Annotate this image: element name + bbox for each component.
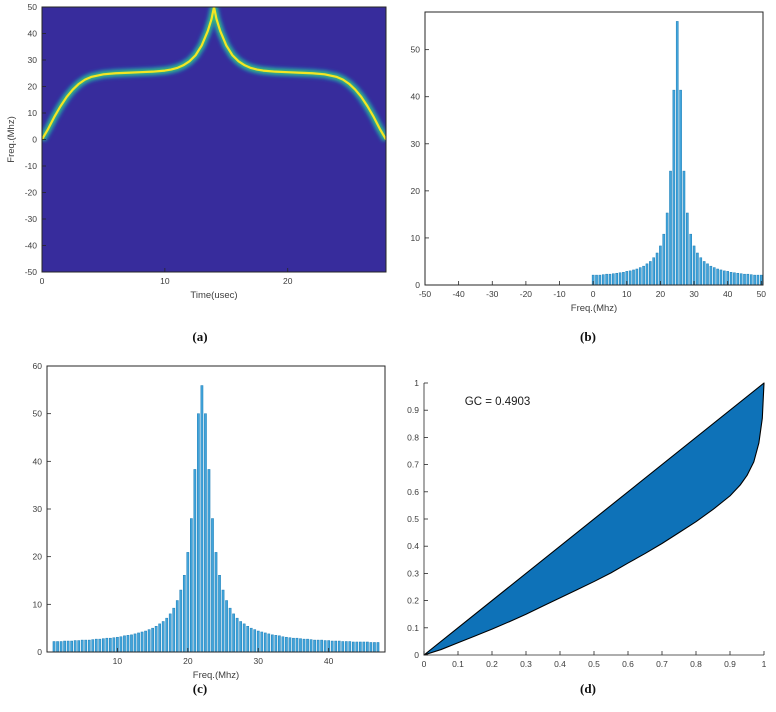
chart-b-spectrum: -50 -40 -30 -20 -10 0 10 20 30 40 50 0 10 20 30 40 50 Fre…	[411, 11, 767, 314]
svg-text:30: 30	[28, 55, 38, 65]
svg-text:30: 30	[33, 504, 43, 514]
svg-text:50: 50	[33, 409, 43, 419]
svg-text:-40: -40	[25, 241, 38, 251]
caption-d: (d)	[580, 681, 596, 696]
svg-text:0.4: 0.4	[407, 541, 419, 551]
svg-text:0: 0	[40, 276, 45, 286]
svg-text:1: 1	[414, 378, 419, 388]
x-axis-label-c: Freq.(Mhz)	[193, 670, 239, 681]
svg-text:0: 0	[422, 659, 427, 669]
chart-c-spectrum: 10 20 30 40 0 10 20 30 40 50 60 Freq.(Mhz)	[33, 361, 386, 681]
svg-text:20: 20	[33, 552, 43, 562]
svg-text:10: 10	[28, 108, 38, 118]
chart-a-spectrogram: 0 10 20 -50 -40 -30 -20 -10 0 10 20 30 40 50 Time(usec…	[6, 2, 387, 301]
svg-text:10: 10	[113, 656, 123, 666]
svg-text:40: 40	[411, 92, 421, 102]
svg-text:40: 40	[324, 656, 334, 666]
x-axis-label-a: Time(usec)	[190, 290, 237, 301]
svg-text:0.1: 0.1	[407, 623, 419, 633]
svg-text:-50: -50	[419, 289, 432, 299]
svg-text:10: 10	[160, 276, 170, 286]
svg-text:0.8: 0.8	[690, 659, 702, 669]
svg-text:-10: -10	[25, 161, 38, 171]
svg-text:-40: -40	[452, 289, 465, 299]
svg-text:10: 10	[33, 599, 43, 609]
svg-text:0.3: 0.3	[520, 659, 532, 669]
chart-d-gini-lorenz: GC = 0.4903 0 0.1 0.2 0.3 0.4 0.5 0.6 0.7 0.8 0.9 1…	[407, 378, 767, 669]
svg-text:20: 20	[411, 186, 421, 196]
svg-text:30: 30	[411, 139, 421, 149]
svg-text:60: 60	[33, 361, 43, 371]
svg-text:-20: -20	[25, 188, 38, 198]
svg-text:0.8: 0.8	[407, 432, 419, 442]
svg-text:40: 40	[723, 289, 733, 299]
caption-a: (a)	[192, 329, 208, 344]
gini-coefficient-annotation: GC = 0.4903	[465, 396, 531, 408]
svg-text:20: 20	[283, 276, 293, 286]
svg-text:0.7: 0.7	[407, 460, 419, 470]
svg-text:-20: -20	[520, 289, 533, 299]
svg-text:0.2: 0.2	[486, 659, 498, 669]
svg-text:20: 20	[656, 289, 666, 299]
svg-text:10: 10	[411, 233, 421, 243]
caption-b: (b)	[580, 329, 596, 344]
svg-text:0.6: 0.6	[622, 659, 634, 669]
svg-text:0.2: 0.2	[407, 596, 419, 606]
x-axis-label-b: Freq.(Mhz)	[571, 303, 617, 314]
svg-text:0.4: 0.4	[554, 659, 566, 669]
svg-text:-50: -50	[25, 267, 38, 277]
svg-text:0: 0	[414, 650, 419, 660]
svg-text:50: 50	[28, 2, 38, 12]
svg-text:0: 0	[415, 280, 420, 290]
svg-text:50: 50	[411, 45, 421, 55]
svg-text:20: 20	[28, 82, 38, 92]
svg-text:0.6: 0.6	[407, 487, 419, 497]
svg-text:-30: -30	[486, 289, 499, 299]
svg-text:0.5: 0.5	[407, 514, 419, 524]
svg-text:50: 50	[757, 289, 767, 299]
svg-text:0.7: 0.7	[656, 659, 668, 669]
svg-text:0: 0	[37, 647, 42, 657]
svg-text:30: 30	[689, 289, 699, 299]
y-axis-label-a: Freq.(Mhz)	[6, 116, 17, 162]
svg-text:0.9: 0.9	[724, 659, 736, 669]
svg-text:0.5: 0.5	[588, 659, 600, 669]
svg-text:1: 1	[762, 659, 767, 669]
svg-text:-30: -30	[25, 214, 38, 224]
svg-text:-10: -10	[553, 289, 566, 299]
svg-text:0: 0	[591, 289, 596, 299]
svg-text:0: 0	[32, 135, 37, 145]
svg-text:10: 10	[622, 289, 632, 299]
svg-text:40: 40	[33, 456, 43, 466]
svg-text:20: 20	[183, 656, 193, 666]
svg-text:40: 40	[28, 29, 38, 39]
caption-c: (c)	[192, 681, 208, 696]
svg-text:0.1: 0.1	[452, 659, 464, 669]
svg-text:0.3: 0.3	[407, 568, 419, 578]
svg-text:30: 30	[254, 656, 264, 666]
svg-text:0.9: 0.9	[407, 405, 419, 415]
